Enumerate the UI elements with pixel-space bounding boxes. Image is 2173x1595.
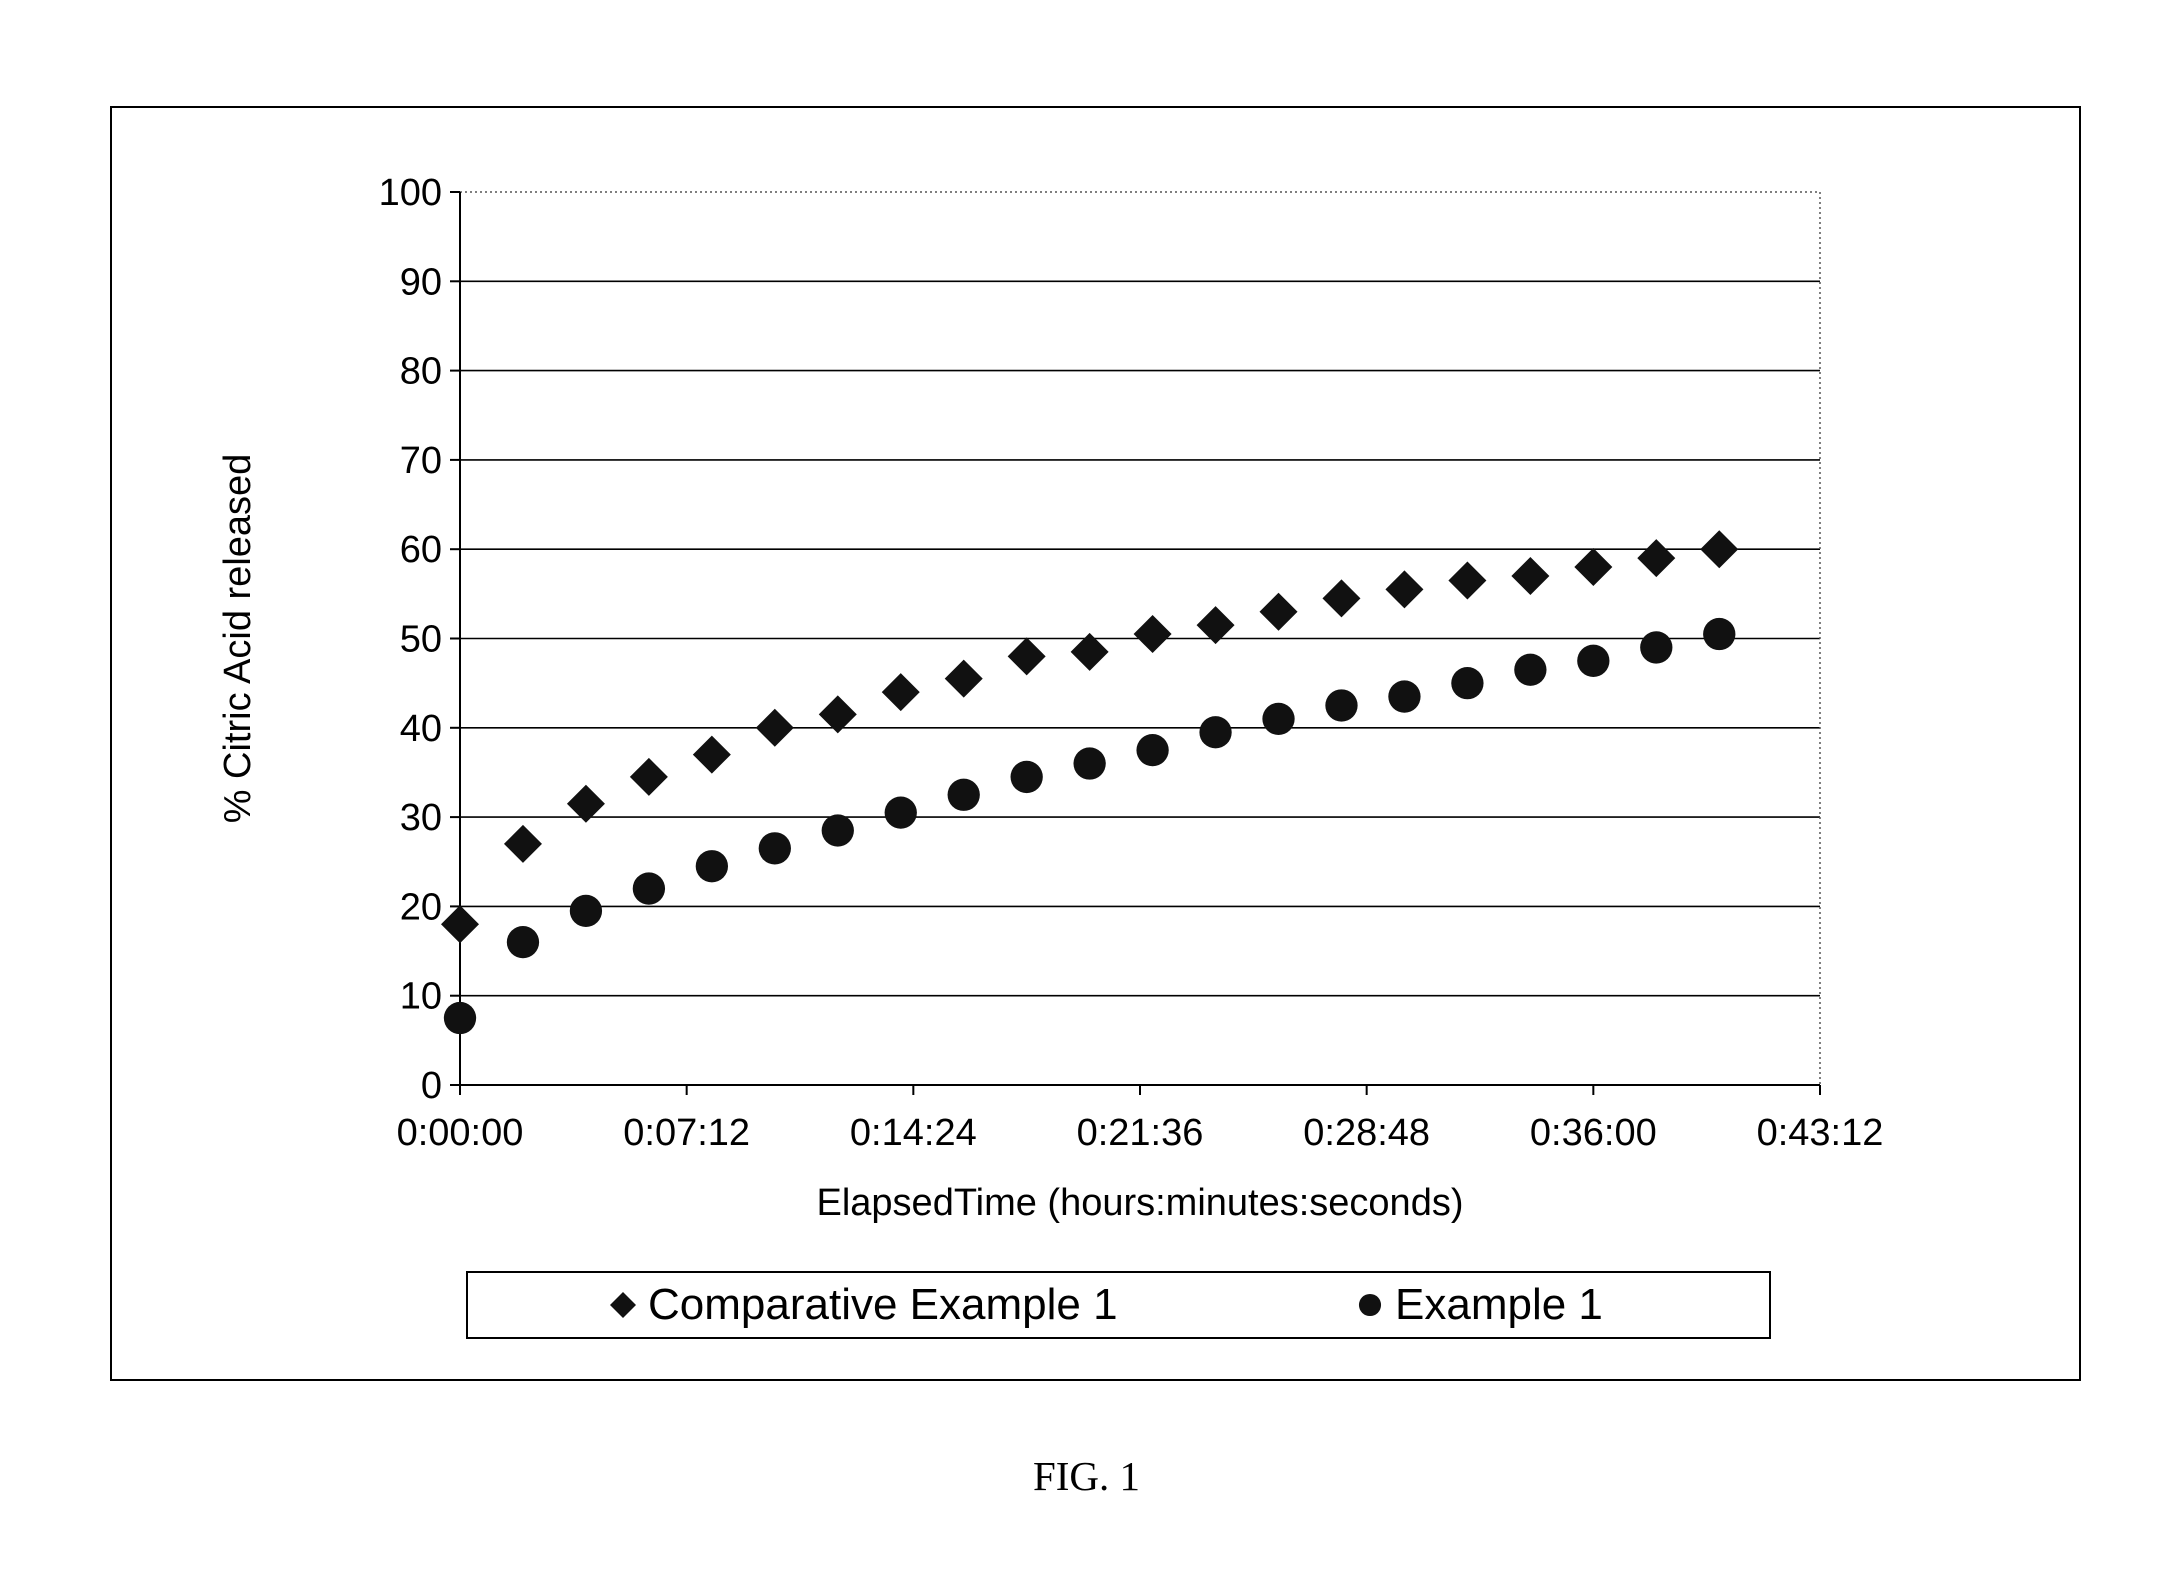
- legend-marker-2: [1359, 1294, 1381, 1316]
- y-tick-label: 80: [400, 351, 442, 393]
- figure-caption: FIG. 1: [0, 1452, 2173, 1500]
- y-axis-label: % Citric Acid released: [217, 454, 259, 824]
- data-point: [633, 872, 665, 904]
- data-point: [1262, 703, 1294, 735]
- x-axis-label: ElapsedTime (hours:minutes:seconds): [817, 1182, 1464, 1224]
- data-point: [1703, 618, 1735, 650]
- x-tick-label: 0:43:12: [1757, 1112, 1884, 1154]
- data-point: [1199, 716, 1231, 748]
- data-point: [1325, 689, 1357, 721]
- y-tick-label: 90: [400, 261, 442, 303]
- y-tick-label: 70: [400, 440, 442, 482]
- y-tick-label: 100: [379, 172, 442, 214]
- data-point: [759, 832, 791, 864]
- y-tick-label: 50: [400, 619, 442, 661]
- y-tick-label: 20: [400, 886, 442, 928]
- data-point: [948, 779, 980, 811]
- legend-label-1: Comparative Example 1: [648, 1280, 1118, 1329]
- x-tick-label: 0:28:48: [1303, 1112, 1430, 1154]
- y-tick-label: 30: [400, 797, 442, 839]
- x-tick-label: 0:00:00: [397, 1112, 524, 1154]
- data-point: [507, 926, 539, 958]
- data-point: [444, 1002, 476, 1034]
- x-tick-label: 0:21:36: [1077, 1112, 1204, 1154]
- data-point: [1136, 734, 1168, 766]
- x-tick-label: 0:14:24: [850, 1112, 977, 1154]
- data-point: [1514, 654, 1546, 686]
- y-tick-label: 10: [400, 976, 442, 1018]
- x-tick-label: 0:07:12: [623, 1112, 750, 1154]
- data-point: [1011, 761, 1043, 793]
- data-point: [570, 895, 602, 927]
- x-tick-label: 0:36:00: [1530, 1112, 1657, 1154]
- data-point: [822, 814, 854, 846]
- y-tick-label: 0: [421, 1065, 442, 1107]
- data-point: [1388, 680, 1420, 712]
- data-point: [1073, 747, 1105, 779]
- y-tick-label: 60: [400, 529, 442, 571]
- data-point: [885, 796, 917, 828]
- legend: Comparative Example 1 Example 1: [467, 1272, 1770, 1338]
- legend-label-2: Example 1: [1395, 1280, 1603, 1329]
- data-point: [1640, 631, 1672, 663]
- data-point: [1577, 645, 1609, 677]
- data-point: [696, 850, 728, 882]
- data-point: [1451, 667, 1483, 699]
- y-tick-label: 40: [400, 708, 442, 750]
